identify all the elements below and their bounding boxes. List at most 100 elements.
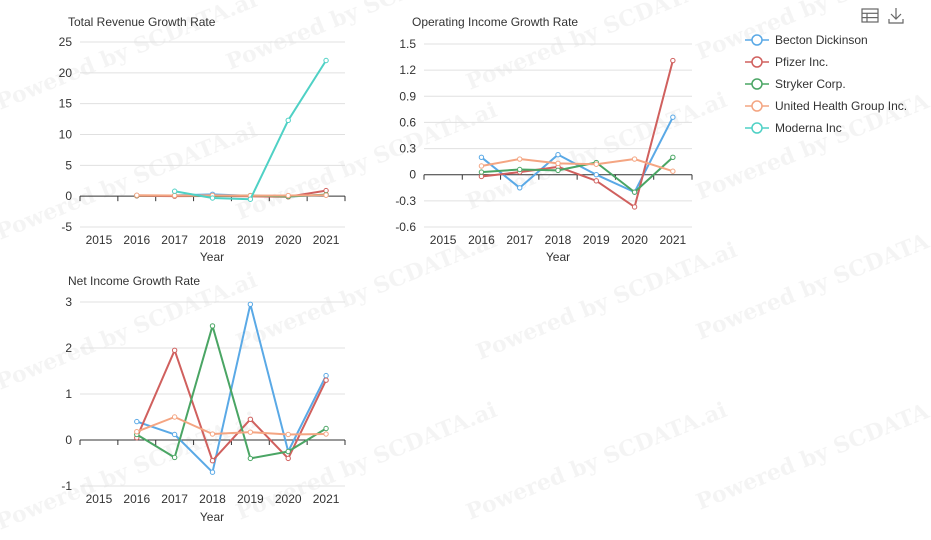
data-point[interactable] [323,192,329,198]
data-point[interactable] [670,114,676,120]
y-tick-label: 25 [59,35,73,49]
data-point[interactable] [285,431,291,438]
x-tick-label: 2019 [237,492,264,506]
y-tick-label: 1 [65,387,72,401]
data-point[interactable] [209,195,216,201]
data-point[interactable] [285,192,291,199]
data-point[interactable] [478,169,485,175]
data-point[interactable] [285,455,291,462]
watermark-text: Powered by SCDATA.ai [693,217,931,346]
legend-item[interactable]: Becton Dickinson [745,33,868,47]
data-point[interactable] [670,168,676,174]
data-point[interactable] [209,323,216,329]
data-point[interactable] [670,57,676,64]
x-tick-label: 2020 [621,233,648,247]
legend: Becton Dickinson Pfizer Inc. Stryker Corp.… [745,33,907,135]
x-tick-label: 2020 [275,233,302,247]
data-point[interactable] [171,431,178,438]
data-point[interactable] [555,167,561,174]
data-point[interactable] [631,156,638,162]
y-tick-label: 2 [65,341,72,355]
data-point[interactable] [478,173,485,180]
watermark-text: Powered by SCDATA.ai [223,0,491,76]
download-icon[interactable] [888,8,904,24]
data-point[interactable] [209,469,216,475]
data-point[interactable] [555,151,561,158]
data-point[interactable] [247,429,254,435]
data-point[interactable] [247,301,254,307]
data-point[interactable] [171,192,178,199]
data-point[interactable] [323,57,329,64]
data-point[interactable] [323,377,329,383]
data-point[interactable] [478,154,485,160]
data-point[interactable] [323,372,329,379]
legend-marker-icon [751,56,763,68]
legend-label: United Health Group Inc. [775,99,907,113]
data-point[interactable] [247,416,254,422]
data-point[interactable] [517,185,523,191]
y-tick-label: 1.2 [399,63,416,77]
y-tick-label: 5 [65,158,72,172]
watermark-text: Powered by SCDATA.ai [0,117,261,246]
x-tick-label: 2016 [468,233,495,247]
y-tick-label: 20 [59,66,73,80]
watermark-text: Powered by SCDATA.ai [233,227,501,356]
table-icon[interactable] [861,8,879,23]
y-tick-label: 15 [59,97,73,111]
x-tick-label: 2019 [237,233,264,247]
legend-marker-icon [751,122,763,134]
watermark-text: Powered by SCDATA.ai [463,87,731,216]
x-tick-label: 2020 [275,492,302,506]
data-point[interactable] [171,347,178,353]
y-tick-label: -0.6 [395,220,416,234]
operating-income-growth-chart: Operating Income Growth Rate Year -0.6 -0… [395,15,693,264]
legend-item[interactable]: Moderna Inc [745,121,842,135]
data-point[interactable] [171,454,178,461]
data-point[interactable] [593,178,599,184]
data-point[interactable] [670,154,676,160]
data-point[interactable] [593,172,599,178]
data-point[interactable] [323,431,329,437]
x-tick-label: 2019 [583,233,610,247]
data-point[interactable] [593,161,599,167]
legend-item[interactable]: United Health Group Inc. [745,99,907,113]
x-tick-label: 2018 [545,233,572,247]
data-point[interactable] [517,166,523,173]
data-point[interactable] [134,192,140,198]
x-tick-label: 2021 [313,492,340,506]
data-point[interactable] [209,458,216,464]
y-tick-label: 0 [65,433,72,447]
x-tick-label: 2017 [161,492,188,506]
data-point[interactable] [247,455,254,462]
x-tick-label: 2016 [123,492,150,506]
legend-item[interactable]: Pfizer Inc. [745,55,828,69]
data-point[interactable] [517,156,523,162]
data-point[interactable] [323,425,329,432]
data-point[interactable] [134,429,140,435]
watermark-text: Powered by SCDATA.ai [473,237,741,366]
data-point[interactable] [134,418,140,425]
legend-label: Stryker Corp. [775,77,846,91]
y-tick-label: 0.6 [399,115,416,129]
y-tick-label: 0 [65,189,72,203]
series-line [136,324,327,460]
data-point[interactable] [171,188,178,194]
data-point[interactable] [285,117,291,124]
data-point[interactable] [285,448,291,455]
data-point[interactable] [478,163,485,169]
data-point[interactable] [555,160,561,167]
data-point[interactable] [171,414,178,420]
watermark-text: Powered by SCDATA.ai [693,387,931,516]
data-point[interactable] [631,204,638,210]
data-point[interactable] [631,189,638,195]
x-tick-label: 2018 [199,492,226,506]
legend-item[interactable]: Stryker Corp. [745,77,846,91]
data-point[interactable] [209,431,216,437]
series-line [135,349,327,462]
total-revenue-growth-chart: Total Revenue Growth Rate Year -5 0 5 10 15 2… [59,15,346,264]
data-point[interactable] [247,196,254,202]
y-tick-label: 1.5 [399,37,416,51]
x-tick-label: 2015 [430,233,457,247]
legend-label: Pfizer Inc. [775,55,828,69]
